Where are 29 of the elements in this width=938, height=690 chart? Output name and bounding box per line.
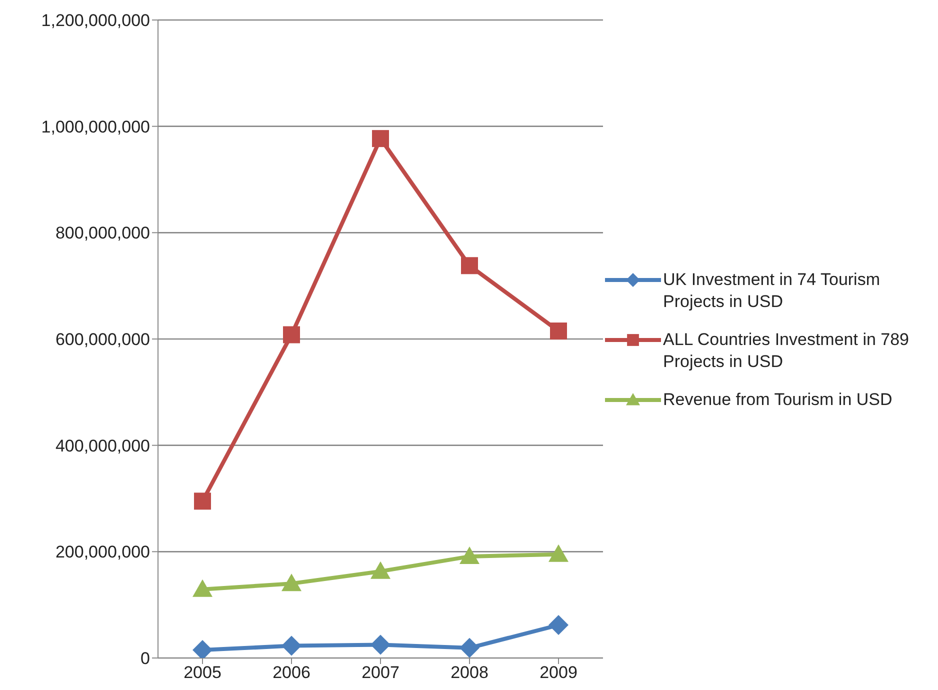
point [370,634,390,655]
point [548,544,568,562]
legend-label: ALL Countries Investment in 789 Projects in USD [663,329,910,373]
point [550,322,567,340]
x-tick-label: 2009 [540,663,578,682]
point [282,574,302,592]
y-tick-label: 600,000,000 [55,330,150,350]
legend-label: UK Investment in 74 Tourism Projects in USD [663,269,881,313]
y-tick-label: 200,000,000 [55,542,150,562]
point [460,638,480,658]
y-tick-label: 800,000,000 [55,224,150,243]
y-tick-label: 400,000,000 [55,436,150,456]
point [192,579,212,597]
x-tick-label: 2005 [184,663,222,682]
y-tick-label: 1,200,000,000 [41,11,150,30]
point [461,257,478,274]
x-tick-label: 2006 [272,663,310,682]
x-tick-label: 2008 [450,663,488,682]
point [548,615,568,636]
legend-label: Revenue from Tourism in USD [663,389,892,411]
x-tick-label: 2007 [362,663,400,682]
point [460,546,480,564]
point [282,636,302,656]
point [372,130,389,148]
point [370,561,390,579]
point [283,326,300,344]
y-tick-label: 1,000,000,000 [41,117,150,136]
point [194,492,211,510]
y-tick-label: 0 [140,649,150,668]
